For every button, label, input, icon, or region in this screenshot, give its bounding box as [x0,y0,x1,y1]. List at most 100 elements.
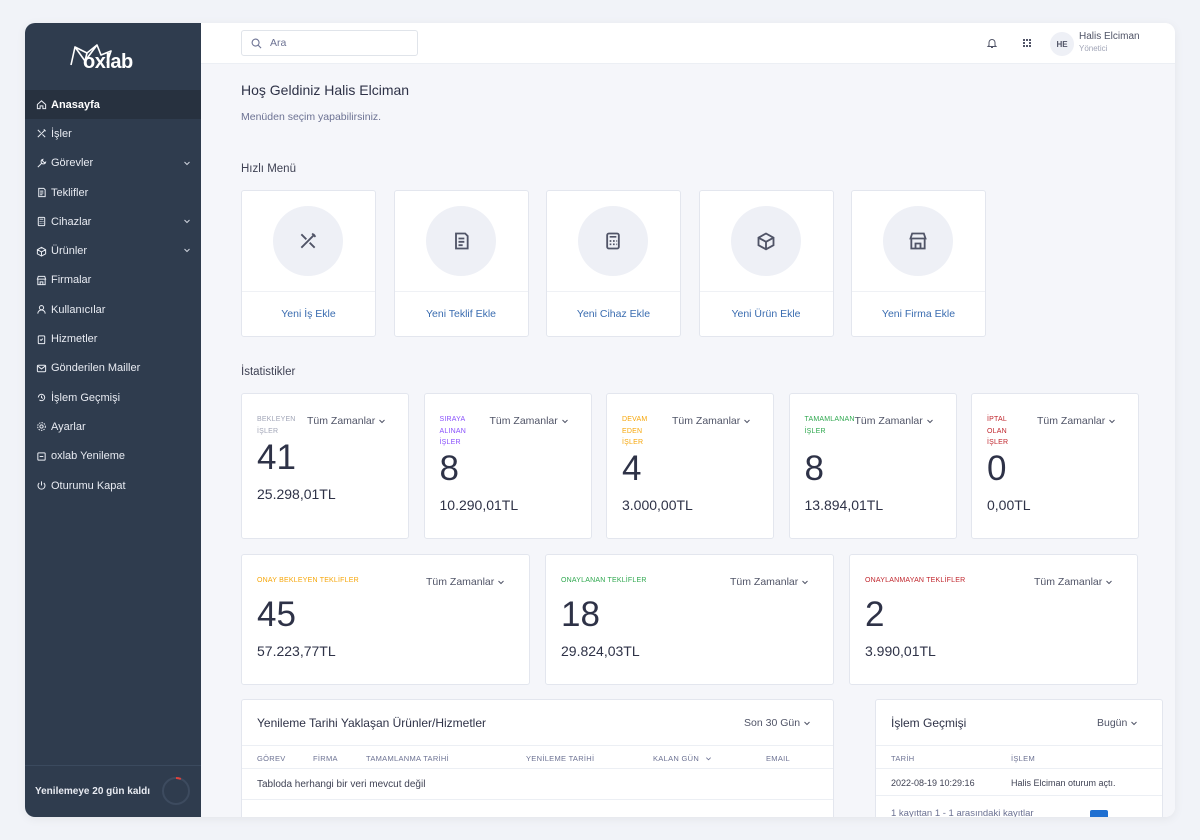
chevron-down-icon [1131,721,1138,726]
stat-filter-label: Tüm Zamanlar [672,415,741,427]
stat-count: 2 [865,595,885,634]
col-yenileme[interactable]: YENİLEME TARİHİ [526,754,595,763]
chevron-down-icon [744,419,751,424]
col-tamamlanma[interactable]: TAMAMLANMA TARİHİ [366,754,450,763]
history-panel: İşlem Geçmişi Bugün TARİH İŞLEM 2022-08-… [875,699,1163,817]
quick-icon-circle [730,206,801,276]
stat-amount: 25.298,01TL [257,486,336,502]
store-icon [36,275,46,286]
quick-icon-circle [425,206,496,276]
stat-filter-dropdown[interactable]: Tüm Zamanlar [1037,415,1116,427]
stat-label: DEVAM EDEN İŞLERDEVAMEDENİŞLER [622,416,648,446]
stat-count: 4 [622,449,642,488]
bell-icon[interactable] [986,37,998,49]
clipboard-icon [37,334,45,344]
stat-card-0: BEKLEYEN İŞLERBEKLEYENİŞLER Tüm Zamanlar 4… [241,393,409,539]
col-firma[interactable]: FİRMA [313,754,338,763]
col-gorev[interactable]: GÖREV [257,754,286,763]
user-icon-wrap [35,304,47,316]
stat-filter-dropdown[interactable]: Tüm Zamanlar [307,415,386,427]
quick-menu-card-0[interactable]: Yeni İş Ekle [241,190,376,337]
stat-filter-dropdown[interactable]: Tüm Zamanlar [730,576,809,588]
apps-grid-icon[interactable] [1021,37,1033,49]
quick-menu-card-4[interactable]: Yeni Firma Ekle [851,190,986,337]
sidebar-item-13[interactable]: Oturumu Kapat [25,471,201,500]
sidebar-item-5[interactable]: Ürünler [25,236,201,265]
col-kalan-gun[interactable]: KALAN GÜN [653,754,712,763]
user-icon [36,305,46,314]
stat-amount: 0,00TL [987,497,1031,513]
sidebar: oxlab Anasayfa İşler Görevler Teklifler Ciha… [25,23,201,817]
stat-label: ONAYLANMAYAN TEKLİFLER [865,577,966,584]
sidebar-item-10[interactable]: İşlem Geçmişi [25,383,201,412]
stat-label: İPTAL OLAN İŞLERİPTALOLANİŞLER [987,416,1009,446]
renewals-title: Yenileme Tarihi Yaklaşan Ürünler/Hizmetl… [257,716,486,730]
history-pagination-info: 1 kayıttan 1 - 1 arasındaki kayıtlar [891,808,1034,817]
quick-icon-circle [578,206,648,276]
quick-menu-label: Yeni İş Ekle [281,308,336,320]
quick-menu-card-2[interactable]: Yeni Cihaz Ekle [546,190,681,337]
renewal-progress-ring [162,777,190,805]
sidebar-item-label: oxlab Yenileme [51,450,126,463]
col-tarih[interactable]: TARİH [891,754,915,763]
stat-filter-dropdown[interactable]: Tüm Zamanlar [426,576,505,588]
stat-filter-dropdown[interactable]: Tüm Zamanlar [672,415,751,427]
sidebar-item-6[interactable]: Firmalar [25,266,201,295]
sidebar-item-12[interactable]: oxlab Yenileme [25,442,201,471]
history-date: 2022-08-19 10:29:16 [891,778,975,788]
sidebar-item-4[interactable]: Cihazlar [25,207,201,236]
divider [547,291,680,292]
box-icon-wrap [35,245,47,257]
sidebar-item-8[interactable]: Hizmetler [25,324,201,353]
box-icon [36,246,46,257]
sidebar-item-label: Teklifler [51,186,89,199]
sidebar-item-label: İşlem Geçmişi [51,391,121,404]
wrench-icon [36,158,46,168]
history-filter-label: Bugün [1097,717,1128,729]
history-table-header: TARİH İŞLEM [876,745,1162,769]
quick-menu-label: Yeni Teklif Ekle [425,308,497,320]
stat-label: ONAY BEKLEYEN TEKLİFLER [257,577,359,584]
col-email[interactable]: EMAIL [766,754,791,763]
home-icon [36,100,46,110]
stat-filter-dropdown[interactable]: Tüm Zamanlar [855,415,934,427]
stat-card-2: DEVAM EDEN İŞLERDEVAMEDENİŞLER Tüm Zamanl… [606,393,774,539]
stat-filter-label: Tüm Zamanlar [307,415,376,427]
stat-amount: 13.894,01TL [804,497,884,513]
chevron-down-icon [184,219,190,224]
divider [699,291,833,292]
pagination-page-button[interactable] [1090,810,1108,817]
sidebar-item-2[interactable]: Görevler [25,149,201,178]
sidebar-item-label: İşler [51,127,72,140]
stat-card-1: SIRAYA ALINAN İŞLERSIRAYAALINANİŞLER Tüm … [423,393,592,539]
user-avatar[interactable]: HE [1050,32,1074,56]
chevron-down-icon [926,419,933,424]
chevron-down-icon [1106,580,1113,585]
renewals-filter-dropdown[interactable]: Son 30 Gün [744,717,811,729]
quick-menu-card-3[interactable]: Yeni Ürün Ekle [698,190,834,337]
divider [852,291,985,292]
history-filter-dropdown[interactable]: Bugün [1097,717,1138,729]
brand-logo[interactable]: oxlab [25,23,201,90]
search-box[interactable] [241,30,418,56]
quick-menu-label: Yeni Ürün Ekle [731,308,801,320]
sidebar-item-9[interactable]: Gönderilen Mailler [25,354,201,383]
col-kalan-gun-label: KALAN GÜN [653,754,700,763]
user-name[interactable]: Halis Elciman [1079,31,1140,42]
stat-filter-dropdown[interactable]: Tüm Zamanlar [1034,576,1113,588]
search-input[interactable] [270,37,410,49]
sidebar-item-1[interactable]: İşler [25,119,201,148]
tools-icon [36,129,46,138]
col-islem[interactable]: İŞLEM [1011,754,1036,763]
stat-amount: 3.000,00TL [622,497,693,513]
stat-filter-dropdown[interactable]: Tüm Zamanlar [490,415,569,427]
sidebar-item-3[interactable]: Teklifler [25,178,201,207]
stat-count: 0 [987,449,1007,488]
sidebar-item-0[interactable]: Anasayfa [25,90,201,120]
sidebar-item-label: Görevler [51,157,94,170]
sidebar-item-7[interactable]: Kullanıcılar [25,295,201,324]
stat-count: 45 [257,595,296,634]
sidebar-item-11[interactable]: Ayarlar [25,412,201,441]
quick-menu-card-1[interactable]: Yeni Teklif Ekle [393,190,529,337]
quick-menu-label: Yeni Firma Ekle [881,308,956,320]
